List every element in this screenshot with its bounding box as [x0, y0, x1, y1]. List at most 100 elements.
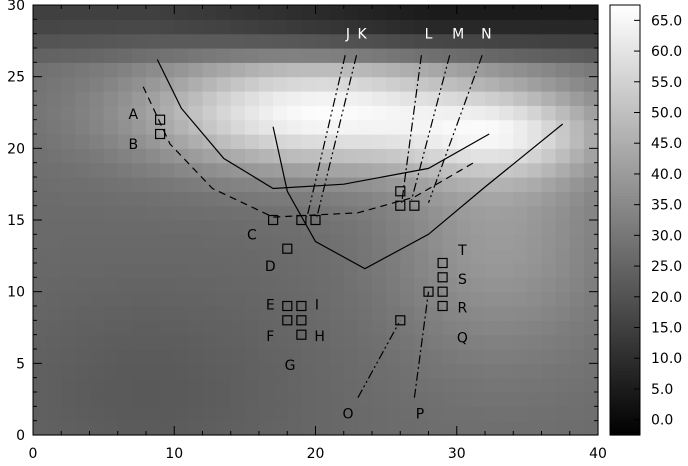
heatmap-cell	[117, 306, 133, 321]
heatmap-cell	[485, 306, 500, 321]
heatmap-cell	[329, 62, 345, 78]
heatmap-cell	[230, 263, 246, 278]
heatmap-cell	[75, 19, 91, 35]
heatmap-cell	[174, 349, 189, 364]
heatmap-cell	[513, 91, 528, 106]
heatmap-cell	[259, 291, 274, 307]
heatmap-cell	[555, 76, 571, 92]
colorbar-segment	[610, 213, 640, 218]
heatmap-cell	[61, 363, 76, 379]
heatmap-cell	[230, 420, 246, 436]
heatmap-cell	[188, 420, 204, 436]
heatmap-cell	[188, 191, 204, 207]
colorbar-segment	[610, 186, 640, 190]
heatmap-cell	[357, 162, 373, 178]
heatmap-cell	[244, 406, 260, 422]
heatmap-cell	[372, 105, 387, 121]
heatmap-cell	[527, 119, 543, 135]
heatmap-cell	[259, 420, 274, 436]
heatmap-cell	[160, 349, 175, 364]
heatmap-cell	[202, 320, 218, 336]
heatmap-cell	[414, 19, 430, 35]
heatmap-cell	[273, 76, 288, 92]
heatmap-cell	[244, 177, 260, 192]
heatmap-cell	[174, 5, 189, 20]
heatmap-cell	[357, 277, 373, 293]
heatmap-cell	[273, 220, 288, 235]
heatmap-cell	[244, 5, 260, 20]
colorbar-tick-label: 0.0	[651, 413, 673, 429]
heatmap-cell	[583, 177, 599, 192]
heatmap-cell	[216, 191, 232, 207]
heatmap-cell	[428, 191, 444, 207]
heatmap-cell	[230, 91, 246, 106]
colorbar-segment	[610, 66, 640, 71]
heatmap-cell	[188, 334, 204, 350]
heatmap-cell	[400, 91, 415, 106]
heatmap-cell	[89, 76, 105, 92]
heatmap-cell	[202, 220, 218, 235]
heatmap-cell	[470, 363, 486, 379]
heatmap-cell	[583, 91, 599, 106]
heatmap-cell	[315, 177, 331, 192]
heatmap-cell	[485, 105, 500, 121]
heatmap-cell	[400, 234, 415, 250]
heatmap-cell	[386, 48, 401, 63]
heatmap-cell	[75, 191, 91, 207]
heatmap-cell	[541, 349, 557, 364]
marker-square	[409, 200, 420, 211]
heatmap-cell	[33, 377, 48, 393]
heatmap-cell	[485, 220, 500, 235]
heatmap-cell	[230, 33, 246, 49]
heatmap-cell	[513, 234, 528, 250]
heatmap-cell	[372, 5, 387, 20]
heatmap-cell	[442, 119, 458, 135]
heatmap-cell	[160, 191, 175, 207]
heatmap-cell	[386, 363, 401, 379]
heatmap-cell	[499, 334, 514, 350]
heatmap-cell	[513, 48, 528, 63]
heatmap-cell	[89, 406, 105, 422]
heatmap-cell	[583, 334, 599, 350]
heatmap-cell	[33, 191, 48, 207]
heatmap-cell	[343, 420, 359, 436]
heatmap-cell	[301, 234, 317, 250]
colorbar-segment	[610, 152, 640, 157]
heatmap-cell	[259, 248, 274, 264]
heatmap-cell	[202, 306, 218, 321]
heatmap-cell	[400, 48, 415, 63]
heatmap-cell	[329, 191, 345, 207]
heatmap-cell	[244, 306, 260, 321]
heatmap-cell	[47, 119, 62, 135]
heatmap-cell	[400, 406, 415, 422]
heatmap-cell	[555, 377, 571, 393]
heatmap-cell	[315, 277, 331, 293]
heatmap-cell	[414, 62, 430, 78]
heatmap-cell	[485, 134, 500, 149]
heatmap-cell	[202, 248, 218, 264]
heatmap-cell	[470, 33, 486, 49]
heatmap-cell	[442, 105, 458, 121]
heatmap-cell	[174, 105, 189, 121]
heatmap-cell	[131, 377, 147, 393]
heatmap-cell	[485, 33, 500, 49]
heatmap-cell	[456, 91, 472, 106]
heatmap-cell	[103, 148, 119, 164]
heatmap-cell	[75, 306, 91, 321]
heatmap-cell	[301, 349, 317, 364]
heatmap-cell	[230, 5, 246, 20]
heatmap-cell	[372, 205, 387, 221]
heatmap-cell	[259, 91, 274, 106]
heatmap-cell	[146, 406, 161, 422]
colorbar-tick-label: 10.0	[651, 351, 682, 367]
heatmap-cell	[329, 363, 345, 379]
heatmap-cell	[244, 62, 260, 78]
heatmap-cell	[131, 177, 147, 192]
heatmap-cell	[287, 76, 302, 92]
heatmap-cell	[47, 205, 62, 221]
heatmap-cell	[428, 248, 444, 264]
heatmap-cell	[146, 91, 161, 106]
heatmap-cell	[386, 306, 401, 321]
colorbar-frame	[609, 4, 641, 436]
heatmap-cell	[75, 76, 91, 92]
